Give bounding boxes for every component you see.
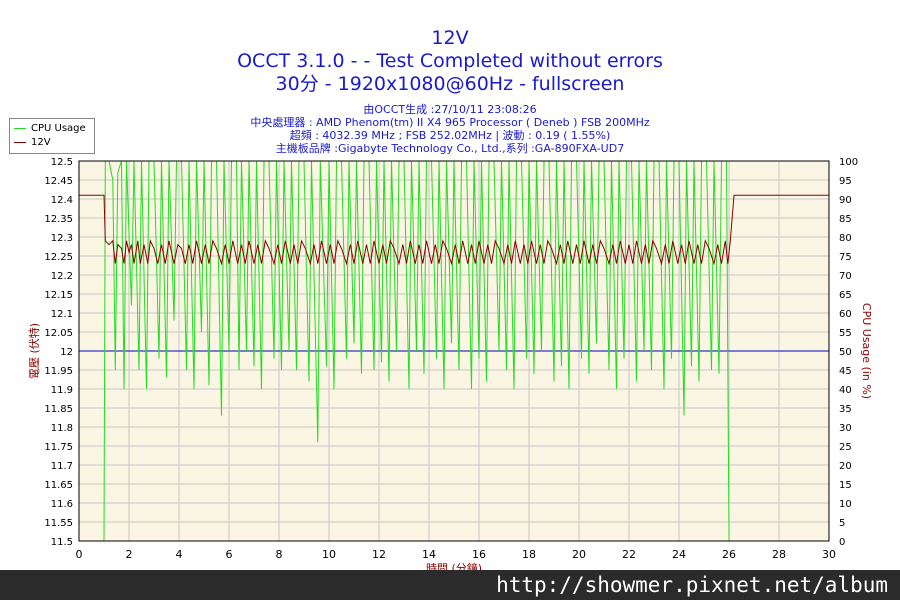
chart-subtitle-test-status: OCCT 3.1.0 - - Test Completed without er… [237,50,663,72]
y-right-tick-label: 75 [839,252,852,263]
y-left-tick-label: 12.2 [51,271,73,282]
y-right-tick-label: 30 [839,423,852,434]
y-right-tick-label: 5 [839,518,845,529]
legend-swatch-12v [14,141,26,143]
x-tick-label: 22 [622,548,636,561]
info-cpu: 中央處理器 : AMD Phenom(tm) II X4 965 Process… [250,116,650,129]
x-tick-label: 14 [422,548,436,561]
x-tick-label: 0 [76,548,83,561]
y-left-tick-label: 11.65 [44,480,73,491]
x-tick-label: 6 [226,548,233,561]
y-left-tick-label: 12.1 [51,309,73,320]
y-right-tick-label: 40 [839,385,852,396]
y-right-tick-label: 50 [839,347,852,358]
x-tick-label: 2 [126,548,133,561]
y-left-tick-label: 11.55 [44,518,73,529]
y-right-axis-title: CPU Usage (in %) [860,303,873,399]
y-right-tick-label: 15 [839,480,852,491]
y-left-tick-label: 12.45 [44,176,73,187]
x-tick-label: 8 [276,548,283,561]
y-right-tick-label: 100 [839,157,858,168]
chart-subtitle-duration-resolution: 30分 - 1920x1080@60Hz - fullscreen [275,73,625,95]
y-left-tick-label: 11.85 [44,404,73,415]
x-tick-label: 16 [472,548,486,561]
x-tick-label: 30 [822,548,836,561]
y-left-tick-label: 12.4 [51,195,73,206]
y-right-tick-label: 95 [839,176,852,187]
legend-label-12v: 12V [31,137,51,148]
legend-swatch-cpu-usage [14,127,26,129]
y-right-tick-label: 90 [839,195,852,206]
chart-legend: CPU Usage 12V [9,118,95,154]
x-tick-label: 20 [572,548,586,561]
y-left-tick-label: 11.95 [44,366,73,377]
y-left-tick-label: 11.75 [44,442,73,453]
legend-label-cpu-usage: CPU Usage [31,123,86,134]
x-tick-label: 4 [176,548,183,561]
y-right-tick-label: 35 [839,404,852,415]
y-right-tick-label: 85 [839,214,852,225]
x-tick-label: 12 [372,548,386,561]
y-right-tick-label: 70 [839,271,852,282]
x-tick-label: 24 [672,548,686,561]
plot-frame [78,160,830,542]
chart-title: 12V [431,27,469,49]
y-right-tick-label: 55 [839,328,852,339]
y-left-tick-label: 12.05 [44,328,73,339]
y-right-tick-label: 65 [839,290,852,301]
y-left-tick-label: 11.6 [51,499,73,510]
y-right-tick-label: 45 [839,366,852,377]
y-left-tick-label: 12.35 [44,214,73,225]
y-left-tick-label: 12.3 [51,233,73,244]
y-right-tick-label: 60 [839,309,852,320]
y-right-tick-label: 80 [839,233,852,244]
watermark-url: http://showmer.pixnet.net/album [496,573,888,597]
y-right-tick-label: 25 [839,442,852,453]
y-left-tick-label: 11.5 [51,537,73,548]
x-tick-label: 10 [322,548,336,561]
y-left-tick-label: 11.7 [51,461,73,472]
y-left-tick-label: 12.15 [44,290,73,301]
legend-item-cpu-usage: CPU Usage [14,122,86,135]
info-generated-by: 由OCCT生成 :27/10/11 23:08:26 [363,103,537,116]
y-left-tick-label: 12.5 [51,157,73,168]
x-tick-label: 28 [772,548,786,561]
y-left-tick-label: 11.9 [51,385,73,396]
x-tick-label: 18 [522,548,536,561]
y-right-tick-label: 20 [839,461,852,472]
info-motherboard: 主機板品牌 :Gigabyte Technology Co., Ltd.,系列 … [275,142,625,155]
x-tick-label: 26 [722,548,736,561]
series-line-12v [79,194,829,266]
y-left-tick-label: 11.8 [51,423,73,434]
y-right-tick-label: 0 [839,537,845,548]
y-right-tick-label: 10 [839,499,852,510]
info-overclock: 超頻 : 4032.39 MHz ; FSB 252.02MHz | 波動 : … [289,129,611,142]
legend-item-12v: 12V [14,136,51,149]
watermark-bar: http://showmer.pixnet.net/album [0,570,900,600]
y-left-tick-label: 12 [60,347,73,358]
y-left-axis-title: 電壓 (伏特) [27,323,41,379]
y-left-tick-label: 12.25 [44,252,73,263]
